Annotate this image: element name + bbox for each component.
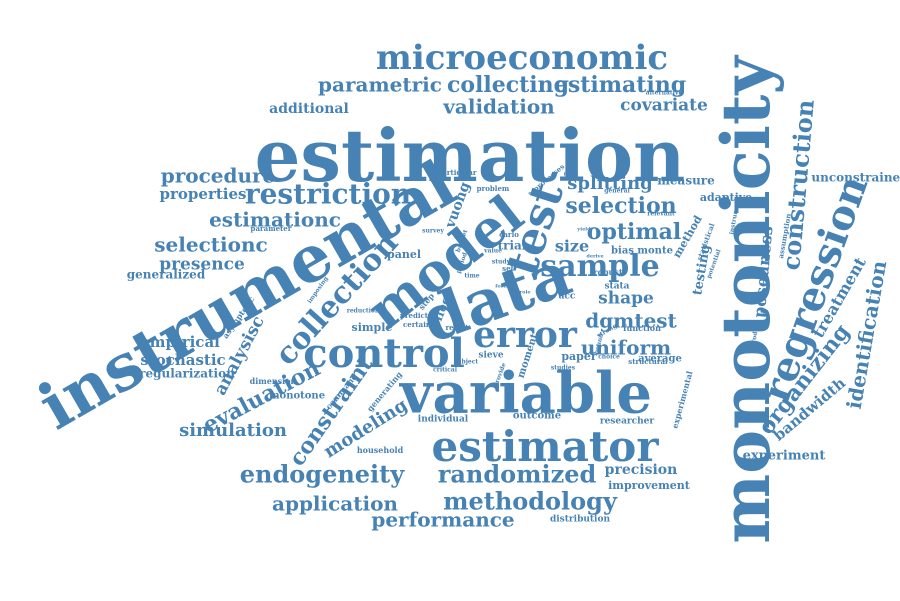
word-experimental: experimental [670,370,695,430]
word-estimator: estimator [432,422,660,471]
word-carlo: carlo [499,230,519,239]
word-outcome: outcome [513,411,561,422]
word-robust: robust [593,267,622,277]
word-parametric: parametric [318,73,442,97]
word-bias-monte: bias monte [611,246,673,257]
word-error: error [473,314,578,356]
word-paper: paper [561,350,597,363]
word-relevant: relevant [647,211,675,218]
word-result: result [445,323,469,332]
word-predict: predict [400,311,429,320]
word-time: time [464,273,479,280]
word-role: role [519,290,530,296]
word-uniform: uniform [581,336,671,360]
word-simple: simple [352,321,393,334]
word-splitting: splitting [567,173,653,194]
word-collecting: collecting [447,72,569,98]
word-control: control [303,330,465,377]
word-form: form [495,284,509,290]
word-researcher: researcher [600,417,655,427]
word-estimating: estimating [554,72,686,98]
word-alternative: alternative [646,90,683,97]
word-covariate: covariate [620,96,708,116]
word-dimension: dimension [250,376,297,386]
word-acc: acc [559,292,576,302]
word-stata: stata [604,282,629,292]
word-randomized: randomized [438,460,597,489]
word-study: study [492,259,511,266]
word-shape: shape [598,289,654,309]
word-choice: choice [598,354,620,361]
word-selection: selection [565,193,676,219]
word-distribution: distribution [550,515,611,525]
word-yield: yield [576,227,591,233]
word-critical: critical [433,367,458,374]
word-individual: individual [418,415,469,425]
word-sample: sample [540,249,660,284]
word-experiment: experiment [743,449,826,464]
word-value: value [483,248,502,255]
word-optimal: optimal [587,219,681,245]
word-type: type [513,263,525,269]
word-generalized: generalized [127,268,206,282]
word-household: household [357,445,404,455]
word-restriction: restriction [245,178,411,211]
word-particular: particular [437,168,477,177]
word-structural: structural [628,357,668,366]
word-dgmtest: dgmtest [585,309,677,333]
word-reduction: reduction [347,308,380,315]
word-trial: trial [498,239,527,253]
word-finite: finite [564,172,579,178]
word-certain: certain [403,320,431,329]
word-methodology: methodology [443,487,618,516]
word-problem: problem [477,184,510,193]
word-measure: measure [657,174,715,188]
word-improvement: improvement [608,479,691,492]
word-subject: subject [454,359,479,366]
word-estimationc: estimationc [209,208,341,232]
word-stochastic: stochastic [140,351,225,369]
word-survey: survey [422,228,444,235]
word-average: average [638,354,682,365]
word-validation: validation [442,95,555,119]
word-additional: additional [269,101,349,117]
word-derive: derive [586,254,603,260]
word-variable: variable [398,361,652,427]
word-regularization: regularization [139,367,235,381]
word-simulation: simulation [179,420,287,441]
word-selectionc: selectionc [154,233,267,257]
word-microeconomic: microeconomic [376,38,668,78]
word-monotonicity: monotonicity [707,55,785,544]
word-monotone: monotone [269,391,325,402]
word-size: size [555,237,589,256]
word-procedure: procedure [161,164,276,188]
word-studies: studies [551,365,576,372]
word-exist: exist [528,191,542,197]
word-adaptive: adaptive [700,191,752,204]
word-panel: panel [387,248,421,261]
word-parameter: parameter [251,224,292,233]
word-general: general [604,188,630,195]
word-presence: presence [159,255,245,275]
word-set: set [502,264,514,273]
word-properties: properties [160,185,247,203]
word-performance: performance [371,508,514,532]
word-function: function [623,323,661,333]
word-endogeneity: endogeneity [240,460,405,489]
word-unconstrained: unconstrained [811,171,900,185]
word-empirical: empirical [140,333,220,351]
word-estimation: estimation [255,113,686,198]
word-application: application [272,492,398,516]
word-precision: precision [605,462,678,478]
word-sieve: sieve [478,351,503,361]
